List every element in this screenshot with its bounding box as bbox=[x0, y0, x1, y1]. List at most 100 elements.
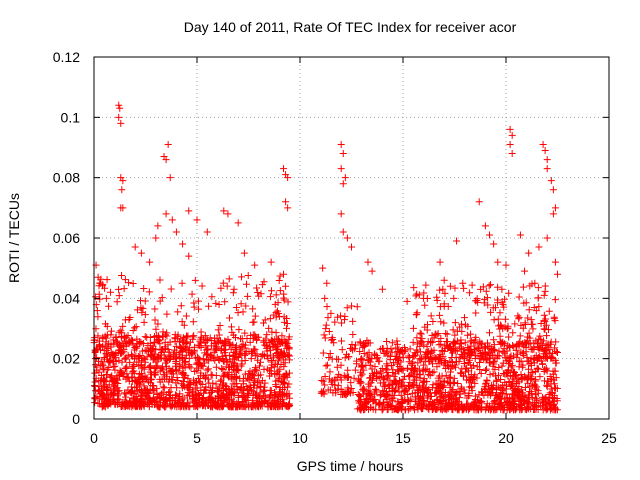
data-point bbox=[541, 346, 549, 354]
data-point bbox=[195, 305, 203, 313]
data-point bbox=[266, 372, 274, 380]
data-point bbox=[151, 371, 159, 379]
data-point bbox=[191, 276, 199, 284]
data-point bbox=[225, 339, 233, 347]
data-point bbox=[551, 404, 559, 412]
data-point bbox=[271, 399, 279, 407]
data-point bbox=[154, 362, 162, 370]
data-point bbox=[322, 321, 330, 329]
data-point bbox=[206, 401, 214, 409]
data-point bbox=[326, 368, 334, 376]
data-point bbox=[334, 313, 342, 321]
data-point bbox=[215, 356, 223, 364]
data-point bbox=[323, 303, 331, 311]
data-point bbox=[115, 356, 123, 364]
data-point bbox=[163, 310, 171, 318]
data-point bbox=[146, 368, 154, 376]
data-point bbox=[260, 383, 268, 391]
data-point bbox=[509, 396, 517, 404]
data-point bbox=[197, 361, 205, 369]
data-point bbox=[471, 379, 479, 387]
data-point bbox=[135, 370, 143, 378]
data-point bbox=[280, 363, 288, 371]
data-point bbox=[527, 355, 535, 363]
data-point bbox=[163, 397, 171, 405]
data-point bbox=[465, 392, 473, 400]
data-point bbox=[515, 293, 523, 301]
data-point bbox=[352, 357, 360, 365]
data-point bbox=[486, 329, 493, 337]
data-point bbox=[468, 384, 476, 392]
data-point bbox=[444, 405, 452, 413]
data-point bbox=[455, 394, 463, 402]
data-point bbox=[193, 399, 201, 407]
data-point bbox=[198, 380, 206, 388]
data-point bbox=[430, 400, 438, 408]
data-point bbox=[274, 345, 282, 353]
data-point bbox=[524, 365, 532, 373]
data-point bbox=[319, 349, 327, 357]
data-point bbox=[451, 331, 459, 339]
data-point bbox=[466, 405, 474, 413]
data-point bbox=[358, 355, 366, 363]
data-point bbox=[394, 348, 402, 356]
data-point bbox=[406, 402, 414, 410]
data-point bbox=[233, 373, 241, 381]
data-point bbox=[371, 395, 379, 403]
data-point bbox=[146, 333, 154, 341]
data-point bbox=[524, 314, 532, 322]
data-point bbox=[337, 140, 345, 148]
data-point bbox=[156, 375, 164, 383]
data-point bbox=[131, 354, 139, 362]
data-point bbox=[494, 296, 502, 304]
y-tick-label: 0.02 bbox=[53, 351, 80, 367]
data-point bbox=[413, 381, 421, 389]
data-point bbox=[215, 331, 223, 339]
data-point bbox=[235, 393, 242, 401]
data-point bbox=[223, 382, 231, 390]
data-point bbox=[379, 398, 387, 406]
data-point bbox=[450, 339, 458, 347]
data-point bbox=[370, 350, 378, 358]
y-tick-label: 0.1 bbox=[61, 109, 81, 125]
data-point bbox=[128, 403, 136, 411]
data-point bbox=[283, 370, 291, 378]
data-point bbox=[419, 399, 427, 407]
data-point bbox=[252, 391, 260, 399]
data-point bbox=[542, 406, 550, 414]
data-point bbox=[424, 349, 432, 357]
data-point bbox=[382, 365, 390, 373]
data-point bbox=[122, 390, 130, 398]
data-point bbox=[458, 385, 466, 393]
data-point bbox=[532, 377, 540, 385]
data-point bbox=[343, 234, 351, 242]
data-point bbox=[239, 387, 247, 395]
data-point bbox=[483, 339, 491, 347]
data-point bbox=[335, 370, 343, 378]
data-point bbox=[146, 362, 154, 370]
data-point bbox=[160, 384, 168, 392]
data-point bbox=[328, 334, 336, 342]
data-point bbox=[214, 326, 222, 334]
data-point bbox=[280, 165, 288, 173]
data-point bbox=[447, 368, 455, 376]
data-point bbox=[283, 324, 291, 332]
data-point bbox=[103, 276, 111, 284]
data-point bbox=[158, 363, 166, 371]
data-point bbox=[466, 350, 474, 358]
data-point bbox=[539, 140, 547, 148]
data-point bbox=[119, 177, 127, 185]
data-point bbox=[505, 333, 513, 341]
data-point bbox=[368, 267, 376, 275]
data-point bbox=[258, 281, 266, 289]
data-point bbox=[481, 222, 489, 230]
data-point bbox=[146, 394, 154, 402]
data-point bbox=[501, 354, 509, 362]
data-point bbox=[333, 355, 341, 363]
data-point bbox=[114, 400, 122, 408]
data-point bbox=[243, 335, 251, 343]
data-point bbox=[524, 391, 532, 399]
data-point bbox=[440, 300, 448, 308]
x-tick-label: 10 bbox=[292, 430, 308, 446]
